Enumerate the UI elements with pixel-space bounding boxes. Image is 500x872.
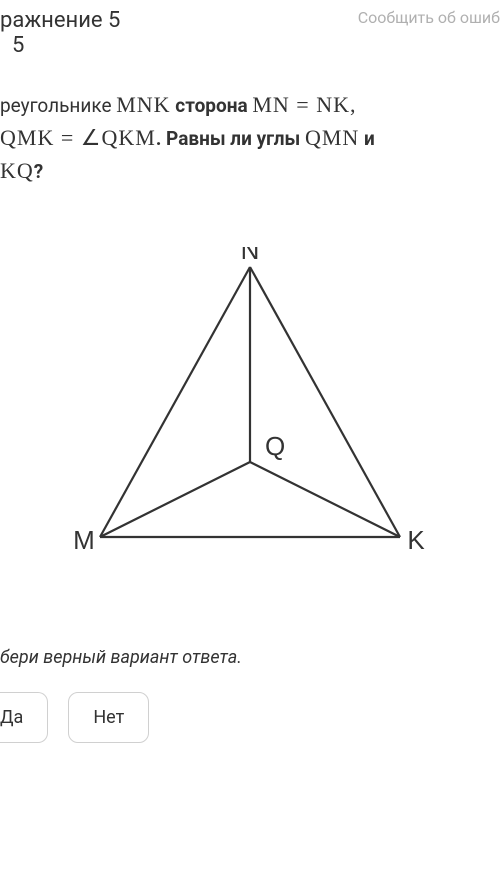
label-n: N [241, 247, 260, 265]
header: ражнение 5 5 Сообщить об ошиб [0, 0, 500, 58]
edge-kq [250, 462, 400, 537]
diagram-container: N M K Q [0, 247, 500, 587]
problem-line-1: реугольнике MNK сторона MN = NK, [0, 88, 500, 121]
edge-mq [100, 462, 250, 537]
math-mnk: MNK [116, 92, 170, 117]
text-fragment: ? [34, 160, 43, 183]
text-fragment: и [359, 127, 374, 150]
label-m: M [73, 525, 95, 555]
problem-line-3: KQ? [0, 154, 500, 187]
label-k: K [407, 525, 425, 555]
report-error-link[interactable]: Сообщить об ошиб [358, 8, 500, 27]
edge-nm [100, 267, 250, 537]
text-fragment: реугольнике [0, 94, 116, 117]
edge-nk [250, 267, 400, 537]
answer-buttons: Да Нет [0, 692, 500, 743]
math-qmk-qkm: QMK = ∠QKM [0, 125, 156, 150]
no-button[interactable]: Нет [68, 692, 149, 743]
answer-prompt: бери верный вариант ответа. [0, 647, 500, 668]
exercise-title: ражнение 5 [0, 8, 120, 33]
math-kq: KQ [0, 158, 34, 183]
yes-button[interactable]: Да [0, 692, 48, 743]
text-fragment: сторона [171, 94, 253, 117]
math-qmn: QMN [305, 125, 359, 150]
label-q: Q [265, 431, 285, 461]
math-mn-nk: MN = NK, [252, 92, 356, 117]
title-block: ражнение 5 5 [0, 8, 120, 58]
triangle-edges [100, 267, 400, 537]
problem-statement: реугольнике MNK сторона MN = NK, QMK = ∠… [0, 88, 500, 187]
exercise-number: 5 [12, 33, 120, 58]
problem-line-2: QMK = ∠QKM. Равны ли углы QMN и [0, 121, 500, 154]
text-fragment: . Равны ли углы [156, 127, 305, 150]
triangle-diagram: N M K Q [70, 247, 430, 587]
